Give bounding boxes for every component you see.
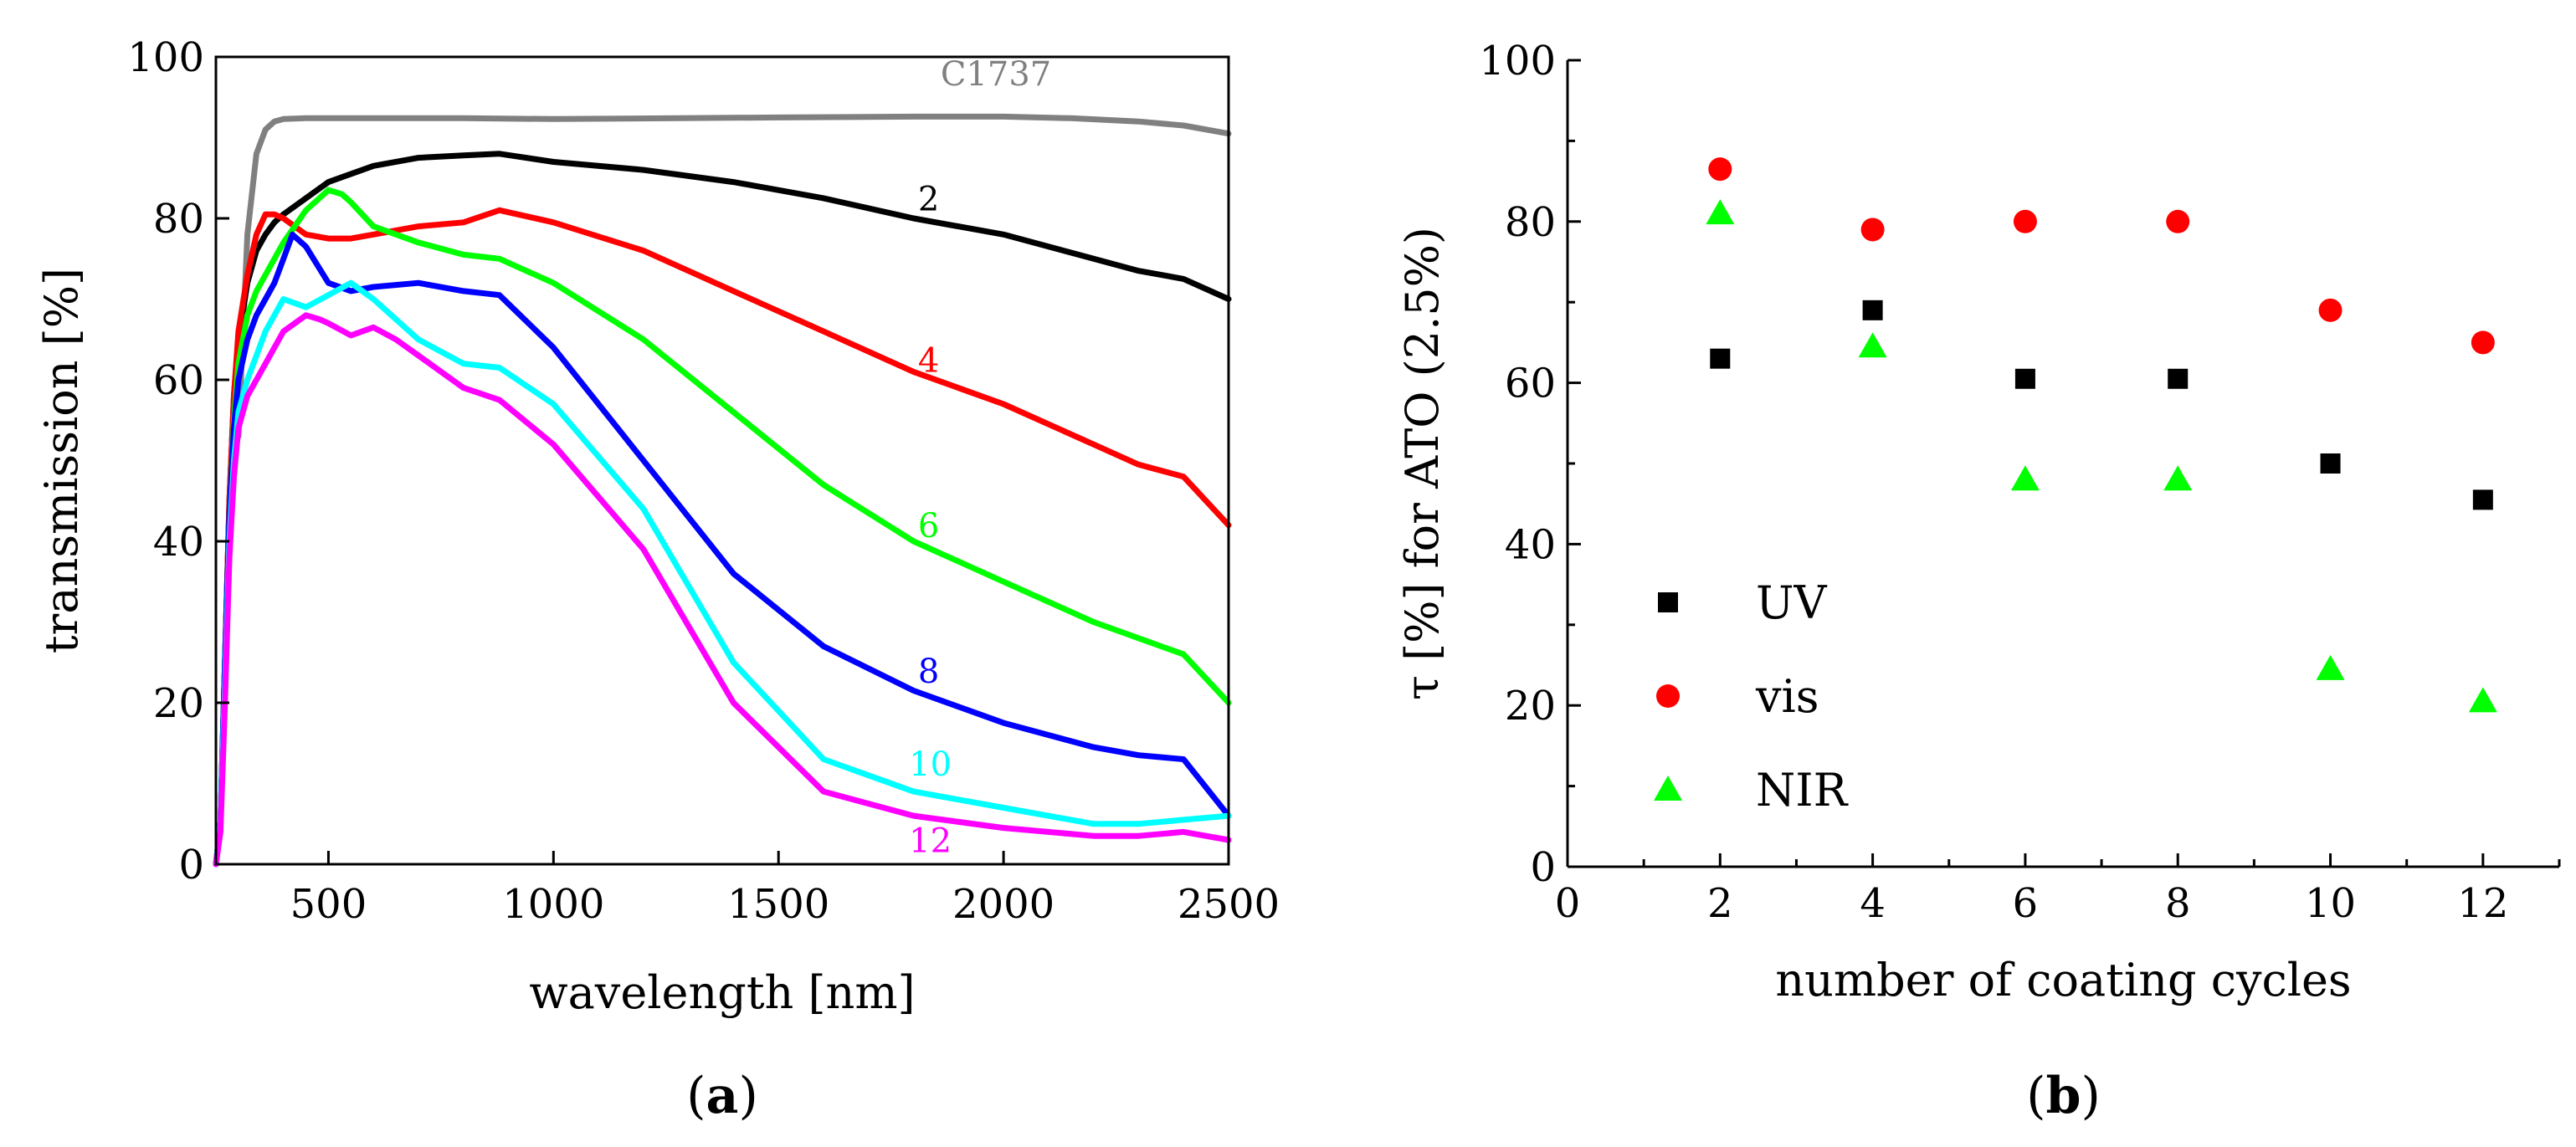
series-line-8 — [213, 231, 1232, 868]
x-tick-label: 0 — [1555, 880, 1581, 927]
panel-b-label-open: ( — [2026, 1067, 2045, 1125]
legend-label-nir: NIR — [1756, 764, 1849, 817]
legend-label-uv: UV — [1756, 576, 1828, 629]
panel-a-chart: C1737 2 4 6 8 10 12 500 1000 1500 2000 2500 0 20 40 60… — [35, 34, 1280, 1125]
y-tick-label: 100 — [127, 34, 204, 81]
panel-a-label: (a) — [686, 1067, 758, 1125]
data-point-uv — [1862, 300, 1883, 320]
data-point-vis — [2013, 209, 2037, 233]
y-tick-label: 20 — [153, 680, 204, 727]
y-tick-label: 0 — [178, 842, 204, 888]
x-tick-label: 12 — [2457, 880, 2508, 927]
legend-label-vis: vis — [1755, 670, 1819, 723]
data-point-nir — [2316, 654, 2345, 680]
legend-marker-vis — [1656, 684, 1680, 708]
data-point-vis — [2318, 298, 2343, 322]
series-line-2 — [213, 151, 1232, 868]
x-tick-label: 500 — [290, 881, 367, 928]
x-tick-label: 4 — [1860, 880, 1886, 927]
data-point-vis — [1860, 218, 1885, 242]
y-tick-label: 20 — [1505, 683, 1556, 730]
panel-b-legend: UV vis NIR — [1654, 576, 1849, 817]
series-line-4 — [213, 207, 1232, 868]
panel-a-plot-frame — [214, 55, 1230, 866]
x-tick-label: 1000 — [502, 881, 604, 928]
x-tick-label: 6 — [2013, 880, 2039, 927]
data-point-nir — [1858, 332, 1887, 358]
panel-b-chart: 0 2 4 6 8 10 12 0 20 40 60 80 100 UV vis NIR number of… — [1396, 38, 2561, 1125]
data-point-nir — [2010, 465, 2040, 491]
x-tick-label: 1500 — [727, 881, 829, 928]
series-label-c1737: C1737 — [941, 55, 1051, 94]
y-tick-label: 40 — [1505, 521, 1556, 568]
panel-b-label-letter: b — [2046, 1067, 2081, 1125]
legend-marker-nir — [1654, 776, 1682, 801]
data-point-nir — [2163, 465, 2193, 491]
panel-b-y-axis-label: τ [%] for ATO (2.5%) — [1396, 227, 1449, 700]
data-point-vis — [2471, 330, 2495, 355]
series-label-12: 12 — [909, 822, 952, 861]
x-tick-label: 8 — [2165, 880, 2191, 927]
x-tick-label: 2 — [1707, 880, 1733, 927]
panel-a-x-axis-label: wavelength [nm] — [529, 966, 915, 1019]
panel-b-ticks: 0 2 4 6 8 10 12 0 20 40 60 80 100 — [1479, 38, 2561, 927]
x-tick-label: 2000 — [952, 881, 1055, 928]
y-tick-label: 60 — [1505, 361, 1556, 407]
series-line-10 — [213, 279, 1232, 868]
y-tick-label: 100 — [1479, 38, 1556, 84]
series-line-c1737 — [235, 113, 1232, 439]
data-point-uv — [2320, 453, 2341, 474]
panel-a-plot-area: C1737 2 4 6 8 10 12 — [213, 55, 1232, 868]
panel-b-label: (b) — [2026, 1067, 2101, 1125]
data-point-uv — [2014, 368, 2035, 389]
panel-a-ticks: 500 1000 1500 2000 2500 0 20 40 60 80 100 — [127, 34, 1280, 928]
data-point-nir — [1706, 199, 1735, 225]
data-point-nir — [2468, 687, 2497, 713]
series-line-6 — [213, 187, 1232, 868]
data-point-uv — [1710, 348, 1731, 369]
y-tick-label: 40 — [153, 519, 204, 566]
panel-b-plot-area — [1706, 157, 2497, 713]
series-label-8: 8 — [918, 653, 939, 691]
y-tick-label: 80 — [1505, 199, 1556, 246]
series-label-4: 4 — [918, 341, 939, 380]
data-point-vis — [1708, 157, 1732, 182]
panel-b-axes — [1566, 60, 2559, 868]
series-line-12 — [213, 312, 1232, 868]
legend-marker-uv — [1658, 592, 1678, 612]
y-tick-label: 60 — [153, 357, 204, 404]
panel-a-label-open: ( — [686, 1067, 706, 1125]
x-tick-label: 2500 — [1178, 881, 1280, 928]
data-point-vis — [2166, 209, 2190, 233]
series-label-6: 6 — [918, 507, 939, 545]
data-point-uv — [2168, 368, 2189, 389]
series-label-2: 2 — [918, 180, 939, 218]
panel-a-label-letter: a — [706, 1067, 739, 1125]
y-tick-label: 80 — [153, 196, 204, 243]
panel-b-label-close: ) — [2081, 1067, 2100, 1125]
panel-b-x-axis-label: number of coating cycles — [1775, 954, 2351, 1006]
series-label-10: 10 — [909, 745, 952, 784]
x-tick-label: 10 — [2305, 880, 2356, 927]
data-point-uv — [2472, 489, 2493, 510]
y-tick-label: 0 — [1530, 844, 1556, 891]
panel-a-y-axis-label: transmission [%] — [35, 268, 88, 653]
panel-a-label-close: ) — [738, 1067, 757, 1125]
